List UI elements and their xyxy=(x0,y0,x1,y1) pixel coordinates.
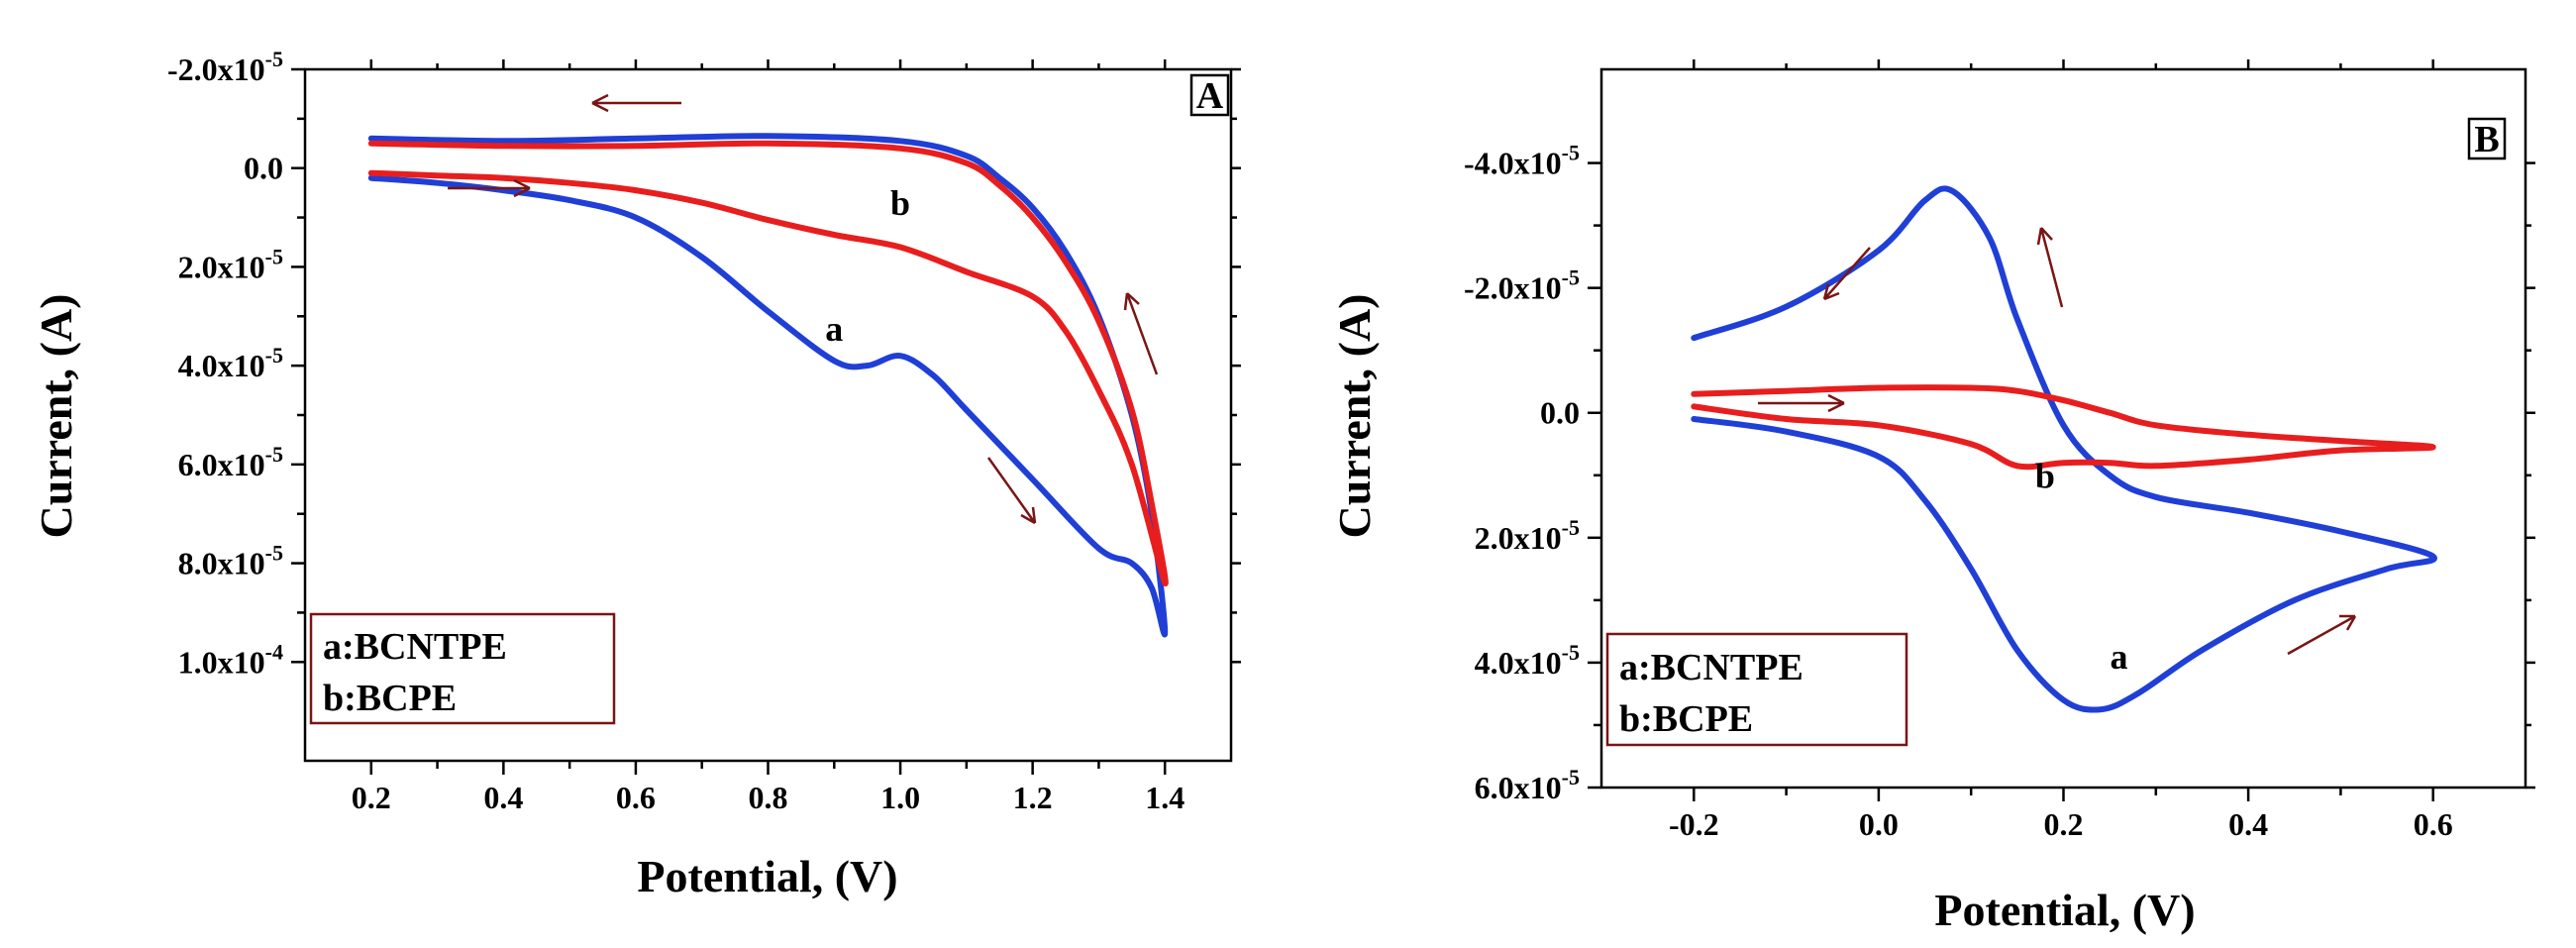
x-tick-label: 0.2 xyxy=(352,780,391,815)
chart-panel-b: -0.2 0.0 0.2 0.4 0.6 -4.0x10-5 -2.0x10-5 0.0 2.… xyxy=(1329,59,2535,935)
y-tick-label: 2.0x10-5 xyxy=(1475,515,1580,556)
x-tick-label: 0.2 xyxy=(2044,806,2084,842)
arrow-up-icon xyxy=(1123,292,1159,375)
y-tick-label: 2.0x10-5 xyxy=(178,244,283,284)
legend-box-b xyxy=(1605,632,1908,747)
x-ticks-b: -0.2 0.0 0.2 0.4 0.6 xyxy=(1669,59,2453,842)
chart-panel-a: 0.2 0.4 0.6 0.8 1.0 1.2 1.4 -2.0x10-5 0.0 2.0x10… xyxy=(31,47,1241,901)
x-tick-label: 1.2 xyxy=(1013,780,1053,815)
direction-arrows-b xyxy=(1758,227,2357,656)
series-line-b-b xyxy=(1691,384,2436,471)
y-tick-label: 1.0x10-4 xyxy=(178,639,283,680)
x-tick-label: 0.4 xyxy=(483,780,523,815)
legend-entry-b-a: a:BCNTPE xyxy=(1619,647,1803,688)
y-tick-label: 8.0x10-5 xyxy=(178,541,283,581)
arrow-down-left-icon xyxy=(1822,247,1871,301)
panel-letter-b: B xyxy=(2474,119,2499,160)
panel-letter-box-b xyxy=(2467,117,2507,160)
series-line-a-b xyxy=(367,140,1169,586)
y-tick-label: 0.0 xyxy=(1540,395,1580,431)
legend-a: a:BCNTPE b:BCPE xyxy=(309,612,616,725)
x-tick-label: 0.8 xyxy=(749,780,788,815)
y-axis-title-a: Current, (A) xyxy=(31,294,81,539)
arrow-right-icon xyxy=(448,178,531,198)
legend-entry-b-b: b:BCPE xyxy=(1619,698,1753,740)
arrow-up-icon xyxy=(2036,227,2064,308)
x-tick-label: 0.0 xyxy=(1859,806,1899,842)
x-tick-label: 1.0 xyxy=(880,780,920,815)
curve-label-a-a: a xyxy=(825,309,843,349)
series-line-b-a xyxy=(1691,185,2437,713)
legend-b: a:BCNTPE b:BCPE xyxy=(1605,632,1908,747)
y-tick-label: 4.0x10-5 xyxy=(1475,640,1580,681)
direction-arrows-a xyxy=(448,93,1159,525)
arrow-left-icon xyxy=(591,93,681,113)
y-tick-label: 6.0x10-5 xyxy=(178,442,283,482)
x-tick-label: 0.4 xyxy=(2228,806,2268,842)
y-tick-label: 4.0x10-5 xyxy=(178,343,283,383)
y-axis-title-b: Current, (A) xyxy=(1329,294,1380,539)
y-ticks-b: -4.0x10-5 -2.0x10-5 0.0 2.0x10-5 4.0x10-5 6.0… xyxy=(1464,141,2535,805)
legend-entry-a-a: a:BCNTPE xyxy=(323,626,507,668)
y-ticks-a: -2.0x10-5 0.0 2.0x10-5 4.0x10-5 6.0x10-5 8.0x… xyxy=(167,47,1241,680)
legend-entry-a-b: b:BCPE xyxy=(323,678,457,719)
arrow-down-right-icon xyxy=(986,457,1037,525)
curves-b xyxy=(1691,185,2437,713)
x-ticks-a: 0.2 0.4 0.6 0.8 1.0 1.2 1.4 xyxy=(352,59,1185,815)
arrow-right-icon xyxy=(1758,393,1845,413)
x-tick-label: 0.6 xyxy=(616,780,656,815)
y-tick-label: 6.0x10-5 xyxy=(1475,765,1580,805)
x-tick-label: 0.6 xyxy=(2414,806,2453,842)
curve-label-b-a: a xyxy=(2110,637,2127,677)
x-tick-label: -0.2 xyxy=(1669,806,1719,842)
x-axis-title-b: Potential, (V) xyxy=(1934,885,2195,935)
y-tick-label: -2.0x10-5 xyxy=(167,47,283,87)
y-tick-label: -2.0x10-5 xyxy=(1464,265,1580,306)
y-tick-label: -4.0x10-5 xyxy=(1464,141,1580,181)
panel-letter-box-a xyxy=(1189,73,1230,117)
panel-letter-a: A xyxy=(1196,75,1224,117)
series-line-a-a xyxy=(367,133,1169,638)
x-axis-title-a: Potential, (V) xyxy=(637,851,897,901)
curves-a xyxy=(367,133,1169,638)
legend-box-a xyxy=(309,612,616,725)
y-tick-label: 0.0 xyxy=(244,151,283,186)
x-tick-label: 1.4 xyxy=(1145,780,1185,815)
curve-label-a-b: b xyxy=(890,183,910,223)
arrow-up-right-icon xyxy=(2287,614,2357,656)
curve-label-b-b: b xyxy=(2035,456,2055,495)
